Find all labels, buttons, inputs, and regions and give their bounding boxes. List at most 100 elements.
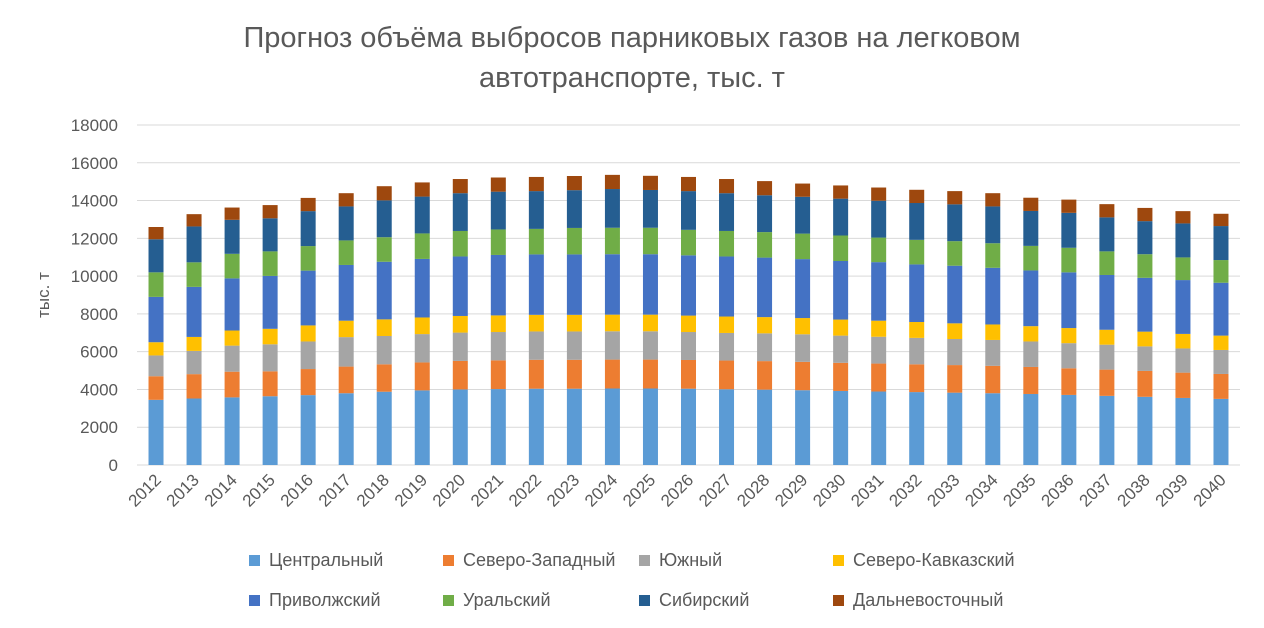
bar-segment	[1175, 372, 1191, 398]
bar-segment	[757, 389, 773, 465]
bar-segment	[1061, 328, 1077, 344]
bar-segment	[604, 331, 620, 360]
bar-segment	[1099, 274, 1115, 330]
bar-segment	[795, 318, 811, 335]
bar-segment	[566, 227, 582, 255]
bar-segment	[224, 371, 240, 398]
x-tick-label: 2021	[467, 470, 507, 510]
bar-segment	[757, 333, 773, 362]
bar-segment	[909, 239, 925, 265]
bar-segment	[681, 332, 696, 360]
bar-segment	[681, 191, 696, 230]
bar-segment	[300, 369, 316, 396]
bar-segment	[452, 315, 468, 333]
bar-segment	[566, 176, 582, 191]
bar-segment	[186, 262, 202, 287]
bar-segment	[148, 399, 164, 465]
legend-item: Сибирский	[639, 590, 749, 611]
bar-segment	[452, 179, 468, 194]
x-tick-label: 2029	[771, 470, 811, 510]
bar-segment	[909, 337, 925, 365]
legend-label: Северо-Западный	[463, 550, 616, 570]
legend-label: Дальневосточный	[853, 590, 1004, 610]
legend: Центральный Северо-Западный Южный Северо-Ка…	[0, 545, 1264, 625]
bar-segment	[1137, 331, 1153, 347]
chart-title-line-1: Прогноз объёма выбросов парниковых газов…	[243, 22, 1021, 54]
bar-segment	[795, 233, 811, 260]
bar-segment	[604, 174, 620, 190]
x-tick-label: 2036	[1037, 470, 1077, 510]
x-tick-label: 2016	[277, 470, 317, 510]
bar-segment	[719, 360, 735, 390]
bar-segment	[1061, 212, 1077, 248]
bar-segment	[719, 230, 735, 257]
bar-segment	[604, 359, 620, 389]
x-tick-label: 2019	[391, 470, 431, 510]
bar-segment	[452, 256, 468, 316]
bar-segment	[642, 388, 658, 465]
bar-segment	[947, 339, 963, 366]
y-tick-label: 0	[109, 456, 118, 475]
x-tick-label: 2028	[733, 470, 773, 510]
bar-segment	[148, 342, 164, 356]
bar-segment	[376, 261, 392, 320]
bar-segment	[262, 328, 278, 345]
x-tick-label: 2020	[429, 470, 469, 510]
bar-segment	[1137, 277, 1153, 332]
bar-segment	[833, 390, 849, 465]
bar-segment	[1023, 245, 1039, 271]
bar-segment	[186, 398, 202, 465]
legend-item: Центральный	[249, 550, 383, 571]
bar-segment	[795, 390, 811, 465]
bar-segment	[566, 388, 582, 465]
y-tick-label: 8000	[80, 305, 118, 324]
legend-swatch	[443, 555, 454, 566]
bar-segment	[1213, 335, 1229, 350]
bar-segment	[947, 204, 963, 242]
bar-segment	[947, 241, 963, 266]
bar-segment	[985, 365, 1001, 394]
bar-segment	[414, 233, 430, 259]
bar-segment	[338, 337, 354, 367]
bar-segment	[1099, 395, 1115, 465]
bar-segment	[1061, 343, 1077, 369]
bar-segment	[681, 229, 696, 256]
bar-segment	[186, 336, 202, 351]
bar-segment	[490, 191, 506, 230]
bar-segment	[338, 366, 354, 394]
bar-segment	[224, 345, 240, 372]
bar-segment	[681, 359, 696, 389]
bars	[148, 174, 1229, 465]
legend-label: Южный	[659, 550, 723, 570]
legend-swatch	[443, 595, 454, 606]
legend-item: Дальневосточный	[833, 590, 1003, 611]
bar-segment	[528, 388, 544, 465]
bar-segment	[604, 189, 620, 228]
bar-segment	[795, 259, 811, 319]
bar-segment	[1175, 257, 1191, 281]
bar-segment	[795, 196, 811, 234]
bar-segment	[148, 296, 164, 343]
bar-segment	[262, 371, 278, 397]
bar-segment	[642, 314, 658, 332]
bar-segment	[947, 392, 963, 465]
bar-segment	[833, 261, 849, 320]
bar-segment	[947, 191, 963, 205]
bar-segment	[414, 196, 430, 234]
bar-segment	[528, 331, 544, 360]
bar-segment	[1099, 204, 1115, 218]
chart-title: Прогноз объёма выбросов парниковых газов…	[0, 18, 1264, 98]
bar-segment	[414, 182, 430, 197]
bar-segment	[262, 275, 278, 329]
bar-segment	[300, 246, 316, 271]
bar-segment	[186, 214, 202, 227]
y-tick-label: 2000	[80, 418, 118, 437]
y-tick-labels: 0 2000 4000 6000 8000 10000 12000 14000 16000 180…	[71, 116, 118, 475]
y-tick-label: 12000	[71, 229, 118, 248]
bar-segment	[186, 226, 202, 263]
legend-label: Сибирский	[659, 590, 750, 610]
bar-segment	[490, 254, 506, 316]
bar-segment	[833, 362, 849, 391]
bar-segment	[795, 334, 811, 362]
bar-segment	[452, 193, 468, 231]
